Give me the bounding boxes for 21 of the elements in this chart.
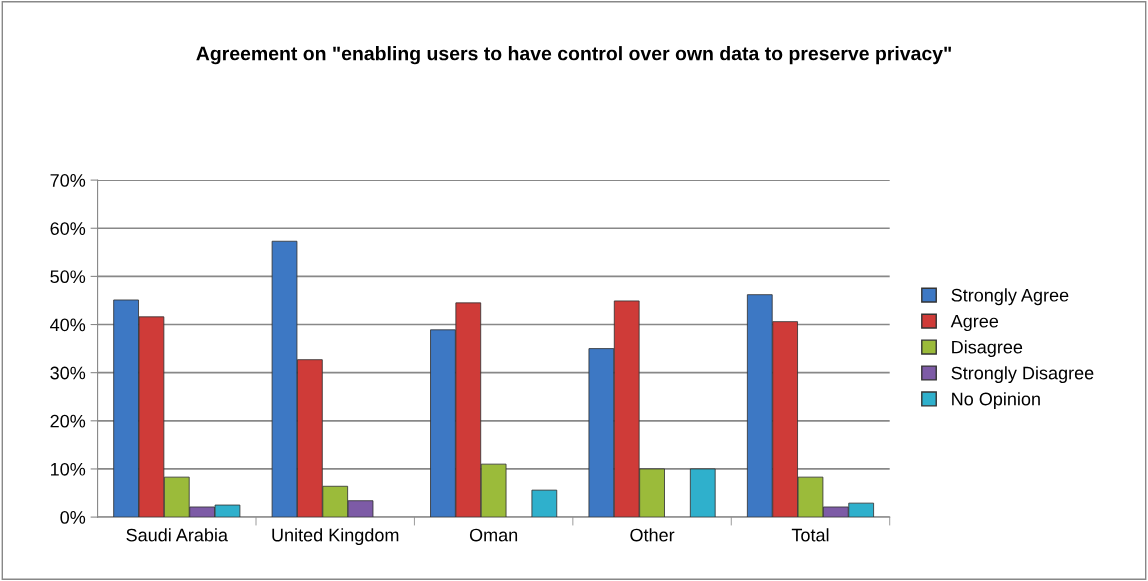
x-tick-label: Total — [791, 528, 829, 542]
y-tick-label: 10% — [51, 462, 86, 476]
legend-label: Disagree — [952, 340, 1023, 358]
y-tick-label: 40% — [50, 318, 86, 332]
y-tick-label: 0% — [60, 511, 86, 524]
legend-label: Strongly Agree — [951, 288, 1069, 306]
x-tick-label: Saudi Arabia — [126, 528, 228, 542]
legend-label: No Opinion — [952, 392, 1040, 409]
chart-title: Agreement on "enabling users to have control over own data to preserve privacy" — [196, 46, 951, 65]
x-tick-label: Oman — [469, 528, 518, 542]
legend-label: Strongly Disagree — [951, 366, 1094, 384]
bar — [689, 468, 716, 518]
x-tick-label: Other — [630, 528, 675, 542]
y-tick-label: 50% — [50, 270, 86, 284]
x-tick-label: United Kingdom — [272, 528, 399, 546]
y-tick-label: 30% — [50, 366, 86, 380]
bar — [531, 489, 558, 518]
legend-label: Agree — [950, 314, 999, 332]
y-tick-label: 70% — [50, 174, 86, 187]
y-tick-label: 60% — [50, 222, 86, 235]
y-tick-label: 20% — [50, 414, 86, 428]
